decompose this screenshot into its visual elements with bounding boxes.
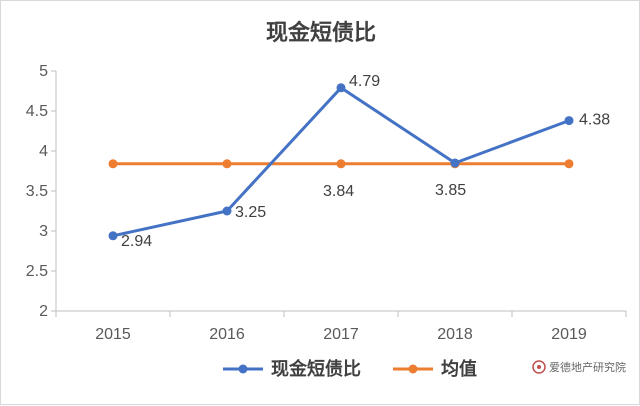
legend-label: 均值	[441, 358, 477, 380]
data-point	[564, 159, 574, 169]
data-point	[450, 158, 460, 168]
legend-label: 现金短债比	[271, 358, 361, 380]
x-tick-label: 2019	[551, 326, 587, 343]
legend-item: 现金短债比	[223, 358, 361, 380]
legend-marker	[238, 364, 248, 374]
legend-item: 均值	[393, 358, 477, 380]
y-tick-label: 2	[39, 303, 48, 320]
watermark: 爱德地产研究院	[532, 360, 626, 374]
data-label: 3.85	[435, 182, 466, 199]
data-label: 3.84	[323, 183, 354, 200]
series-cash-ratio	[108, 83, 574, 241]
logo-icon	[532, 360, 546, 374]
data-point	[336, 83, 346, 93]
legend: 现金短债比 均值	[223, 358, 477, 380]
x-tick-label: 2018	[437, 326, 473, 343]
watermark-text: 爱德地产研究院	[549, 360, 626, 374]
x-tick-label: 2015	[95, 326, 131, 343]
y-tick-label: 5	[39, 63, 48, 80]
data-point	[564, 116, 574, 126]
data-point	[222, 159, 232, 169]
data-label: 4.79	[349, 73, 380, 90]
data-label: 4.38	[579, 112, 610, 129]
data-label: 3.25	[235, 204, 266, 221]
logo-dot	[537, 365, 541, 369]
axes: 2 2.5 3 3.5 4 4.5 5 2015 2016 2017 2018 2019	[26, 63, 627, 343]
y-tick-label: 4	[39, 143, 48, 160]
legend-marker	[408, 364, 418, 374]
y-tick-label: 3	[39, 223, 48, 240]
y-tick-label: 4.5	[26, 103, 48, 120]
series-layer: 2.94 3.25 4.79 3.85 4.38 3.84	[108, 73, 610, 250]
y-tick-label: 2.5	[26, 263, 48, 280]
data-point	[108, 159, 118, 169]
data-point	[222, 206, 232, 216]
data-point	[108, 231, 118, 241]
series-average	[108, 159, 574, 169]
data-label: 2.94	[121, 233, 152, 250]
y-tick-label: 3.5	[26, 183, 48, 200]
x-tick-label: 2017	[323, 326, 359, 343]
chart-title: 现金短债比	[265, 21, 376, 46]
x-tick-label: 2016	[209, 326, 245, 343]
data-point	[336, 159, 346, 169]
logo-ring	[532, 360, 546, 374]
